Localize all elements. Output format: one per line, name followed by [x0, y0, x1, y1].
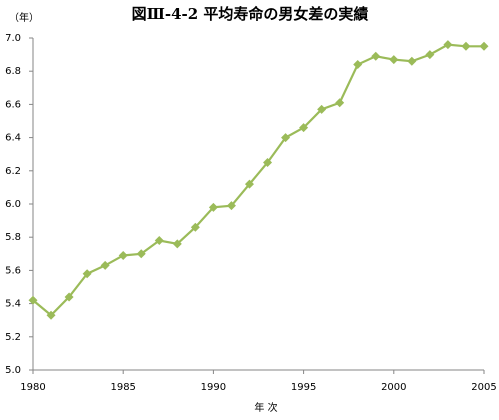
marker [190, 222, 200, 232]
chart-title: 図Ⅲ-4-2 平均寿命の男女差の実績 [132, 5, 369, 23]
x-tick-label: 1980 [20, 382, 45, 393]
y-tick-label: 6.2 [5, 166, 21, 177]
x-tick-label: 2005 [471, 382, 496, 393]
marker [317, 104, 327, 114]
y-tick-label: 6.6 [5, 99, 21, 110]
marker [244, 179, 254, 189]
marker [64, 292, 74, 302]
marker [82, 269, 92, 279]
marker [172, 239, 182, 249]
marker [154, 236, 164, 246]
marker [281, 133, 291, 143]
y-tick-label: 6.0 [5, 199, 21, 210]
y-tick-label: 5.0 [5, 365, 21, 376]
y-tick-label: 7.0 [5, 33, 21, 44]
marker [443, 40, 453, 50]
x-tick-label: 1990 [201, 382, 226, 393]
y-tick-label: 5.2 [5, 332, 21, 343]
y-tick-label: 6.8 [5, 66, 21, 77]
marker [461, 41, 471, 51]
marker [46, 310, 56, 320]
marker [263, 158, 273, 167]
marker [335, 98, 345, 108]
x-tick-label: 2000 [381, 382, 406, 393]
x-tick-label: 1995 [291, 382, 316, 393]
x-tick-label: 1985 [110, 382, 135, 393]
marker [226, 201, 236, 211]
marker [28, 295, 38, 305]
marker [136, 249, 146, 259]
line [32, 43, 484, 317]
y-tick-label: 5.6 [5, 265, 21, 276]
marker [389, 55, 399, 65]
marker [425, 50, 435, 60]
marker [118, 250, 128, 260]
marker [407, 56, 417, 66]
y-tick-label: 5.8 [5, 232, 21, 243]
marker [100, 260, 110, 270]
marker [371, 51, 381, 61]
y-tick-label: 5.4 [5, 299, 21, 310]
marker [299, 123, 309, 133]
marker [208, 202, 218, 212]
marker [479, 41, 489, 51]
marker [353, 60, 363, 70]
y-axis-label: （年） [9, 11, 39, 24]
y-tick-label: 6.4 [5, 133, 21, 144]
x-axis-label: 年 次 [254, 401, 277, 414]
